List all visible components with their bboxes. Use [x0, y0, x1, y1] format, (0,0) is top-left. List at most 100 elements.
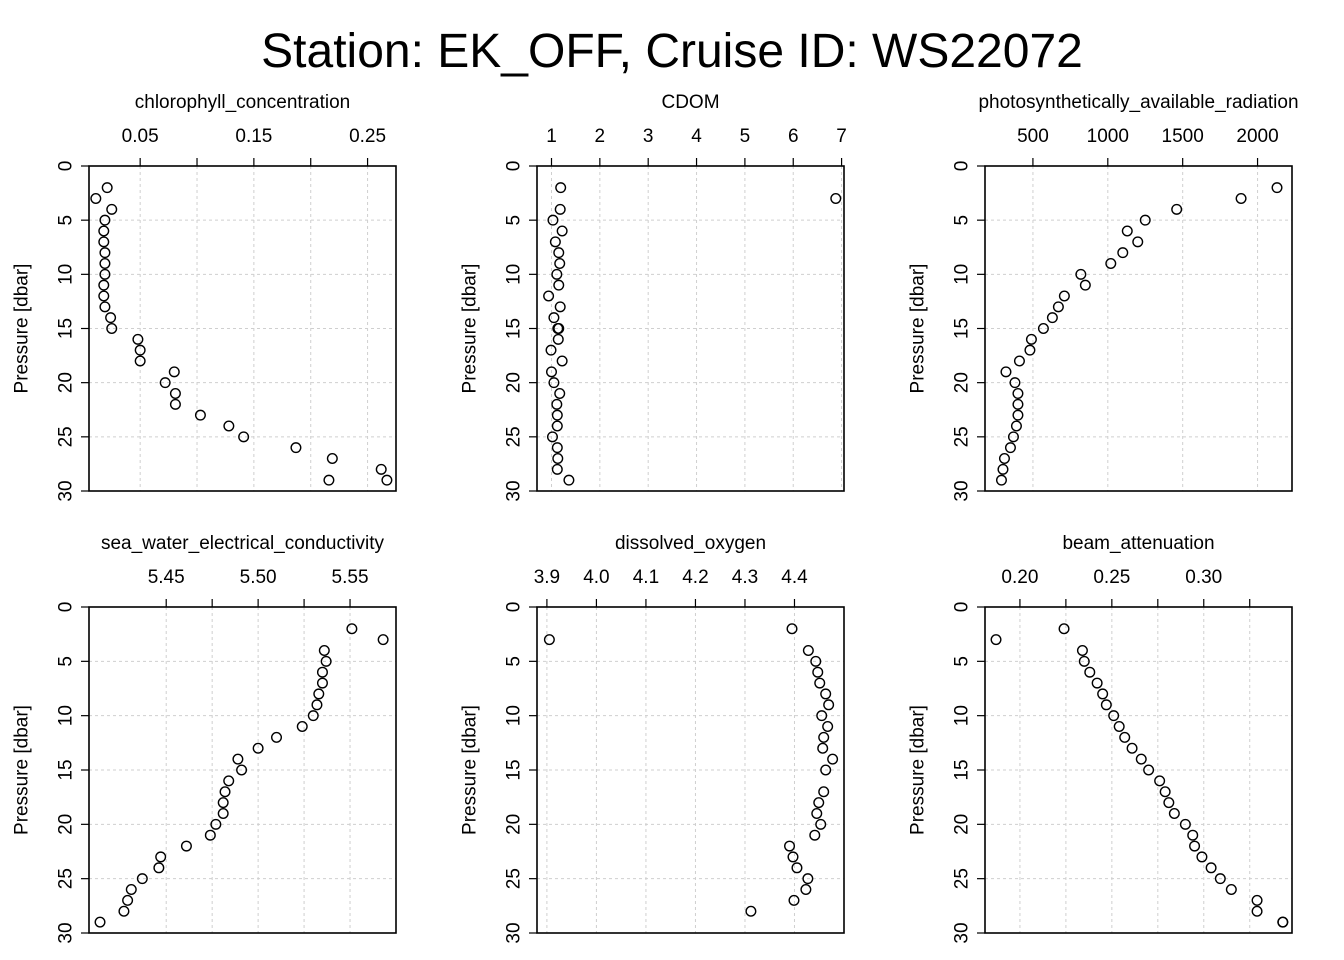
- data-point: [554, 203, 566, 215]
- x-tick-label: 5: [740, 126, 751, 147]
- data-point: [153, 862, 165, 874]
- y-tick-label: 10: [56, 705, 77, 726]
- data-point: [169, 388, 181, 400]
- data-point: [800, 884, 812, 896]
- y-tick-label: 25: [952, 868, 973, 889]
- x-tick-label: 3: [643, 126, 654, 147]
- data-point: [1084, 666, 1096, 678]
- data-point: [1225, 884, 1237, 896]
- x-tick-label: 4.0: [583, 567, 609, 588]
- data-point: [217, 797, 229, 809]
- data-point: [556, 355, 568, 367]
- x-tick-label: 5.55: [332, 567, 369, 588]
- data-point: [809, 829, 821, 841]
- data-point: [98, 225, 110, 237]
- y-tick-label: 5: [56, 215, 77, 226]
- data-point: [554, 258, 566, 270]
- data-point: [830, 192, 842, 204]
- y-tick-label: 20: [56, 372, 77, 393]
- data-point: [1025, 333, 1037, 345]
- data-point: [1117, 247, 1129, 259]
- x-tick-label: 6: [788, 126, 799, 147]
- y-tick-label: 0: [504, 161, 525, 172]
- data-point: [1189, 840, 1201, 852]
- y-tick-label: 30: [504, 480, 525, 501]
- data-point: [1052, 301, 1064, 313]
- panel-title: dissolved_oxygen: [615, 533, 766, 554]
- data-point: [105, 312, 117, 324]
- panel-6: 0.20 0.25 0.30 0 5 10 15 20 25 30 Pressure [dbar] b…: [908, 533, 1293, 944]
- data-point: [553, 279, 565, 291]
- data-point: [788, 894, 800, 906]
- x-tick-label: 0.25: [1093, 567, 1130, 588]
- x-tick-label: 4.1: [633, 567, 659, 588]
- x-tick-label: 2000: [1236, 126, 1278, 147]
- data-point: [1105, 258, 1117, 270]
- data-point: [94, 916, 106, 928]
- y-tick-label: 15: [56, 759, 77, 780]
- data-point: [548, 377, 560, 389]
- data-point: [813, 797, 825, 809]
- x-tick-label: 0.15: [235, 126, 272, 147]
- data-point: [1205, 862, 1217, 874]
- data-point: [546, 431, 558, 443]
- data-point: [1132, 236, 1144, 248]
- data-point: [802, 644, 814, 656]
- panel-1: 0.05 0.15 0.25 0 5 10 15 20 25 30 Pressure [dbar] c…: [12, 92, 397, 502]
- y-tick-label: 0: [952, 161, 973, 172]
- x-tick-label: 0.05: [122, 126, 159, 147]
- data-point: [375, 463, 387, 475]
- y-tick-label: 5: [504, 656, 525, 667]
- data-point: [1091, 677, 1103, 689]
- data-point: [555, 182, 567, 194]
- data-point: [815, 818, 827, 830]
- y-tick-label: 5: [56, 656, 77, 667]
- data-point: [563, 474, 575, 486]
- data-point: [223, 420, 235, 432]
- data-point: [814, 677, 826, 689]
- data-point: [180, 840, 192, 852]
- data-point: [554, 388, 566, 400]
- data-point: [204, 829, 216, 841]
- y-tick-label: 5: [952, 656, 973, 667]
- data-point: [745, 905, 757, 917]
- data-point: [106, 323, 118, 335]
- data-point: [219, 786, 231, 798]
- y-tick-label: 25: [56, 426, 77, 447]
- y-axis-label: Pressure [dbar]: [460, 705, 481, 835]
- data-point: [155, 851, 167, 863]
- y-axis-label: Pressure [dbar]: [908, 705, 929, 835]
- data-point: [1187, 829, 1199, 841]
- x-tick-label: 0.25: [349, 126, 386, 147]
- data-point: [553, 247, 565, 259]
- y-tick-label: 10: [504, 705, 525, 726]
- data-point: [1012, 388, 1024, 400]
- data-point: [1251, 905, 1263, 917]
- data-point: [313, 688, 325, 700]
- x-tick-label: 3.9: [534, 567, 560, 588]
- data-point: [1007, 431, 1019, 443]
- data-point: [546, 366, 558, 378]
- data-point: [118, 905, 130, 917]
- y-axis-label: Pressure [dbar]: [460, 264, 481, 394]
- x-tick-label: 500: [1017, 126, 1049, 147]
- data-point: [822, 721, 834, 733]
- data-point: [223, 775, 235, 787]
- data-point: [122, 894, 134, 906]
- data-point: [786, 623, 798, 635]
- y-axis-label: Pressure [dbar]: [908, 264, 929, 394]
- x-tick-label: 4.3: [732, 567, 758, 588]
- x-tick-label: 1000: [1087, 126, 1129, 147]
- data-point: [316, 666, 328, 678]
- data-point: [812, 666, 824, 678]
- panel-title: chlorophyll_concentration: [135, 92, 350, 113]
- x-tick-label: 4.2: [682, 567, 708, 588]
- data-point: [1078, 655, 1090, 667]
- y-tick-label: 15: [504, 318, 525, 339]
- data-point: [1159, 786, 1171, 798]
- x-tick-label: 2: [595, 126, 606, 147]
- panel-title: CDOM: [661, 92, 719, 113]
- panel-2: 1 2 3 4 5 6 7 0 5 10 15 20 25 30 Pressure [dbar] CDOM: [460, 92, 847, 502]
- data-point: [320, 655, 332, 667]
